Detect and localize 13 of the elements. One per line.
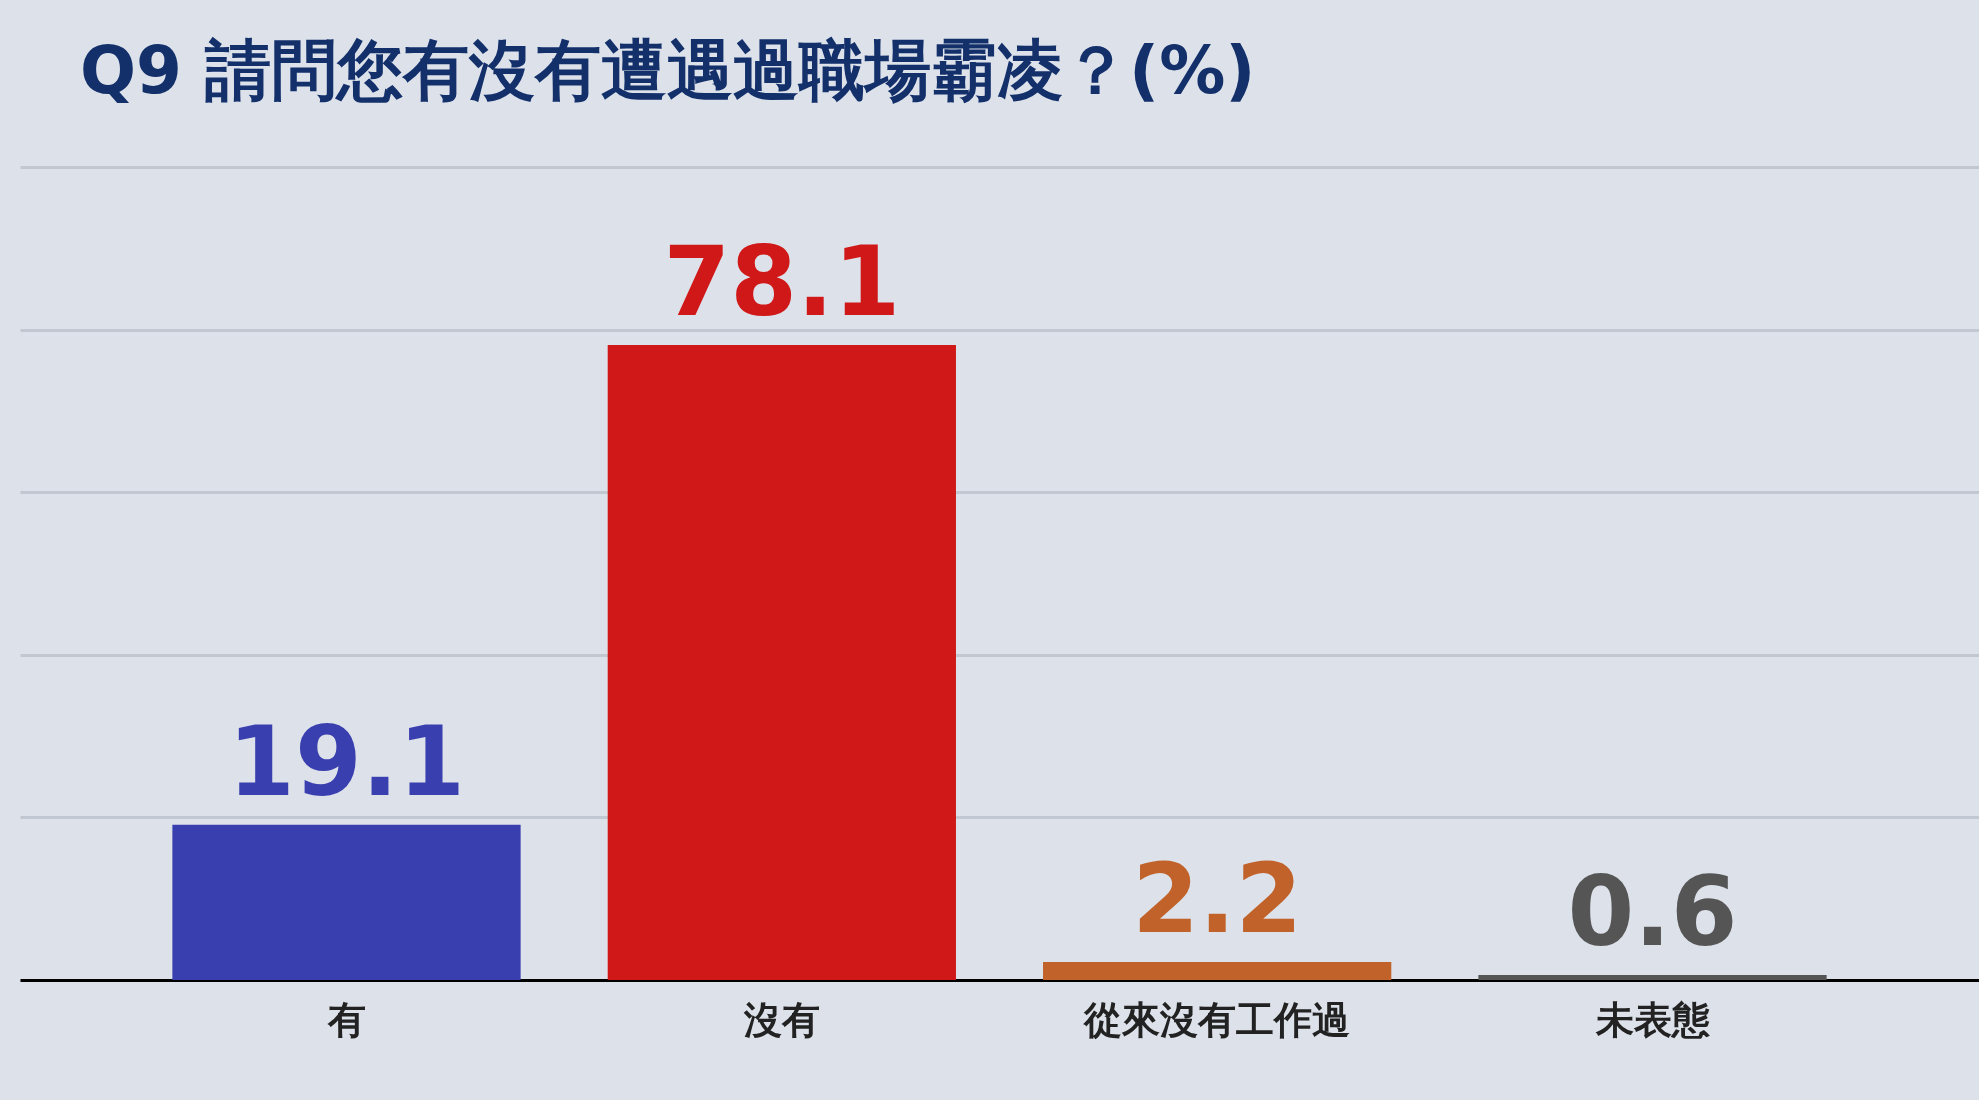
x-tick-label: 有 — [326, 997, 366, 1042]
x-tick-label: 從來沒有工作過 — [1083, 997, 1351, 1042]
x-tick-label: 沒有 — [742, 997, 820, 1042]
data-label: 0.6 — [1567, 856, 1738, 969]
bar — [1043, 962, 1392, 980]
chart-title: Q9 請問您有沒有遭遇過職場霸凌？(%) — [80, 32, 1256, 109]
bar — [607, 345, 956, 980]
bar — [1478, 975, 1827, 980]
x-tick-label: 未表態 — [1594, 997, 1710, 1042]
data-label: 78.1 — [663, 226, 901, 339]
bar — [172, 824, 521, 980]
data-label: 2.2 — [1132, 843, 1303, 956]
data-label: 19.1 — [228, 705, 465, 818]
